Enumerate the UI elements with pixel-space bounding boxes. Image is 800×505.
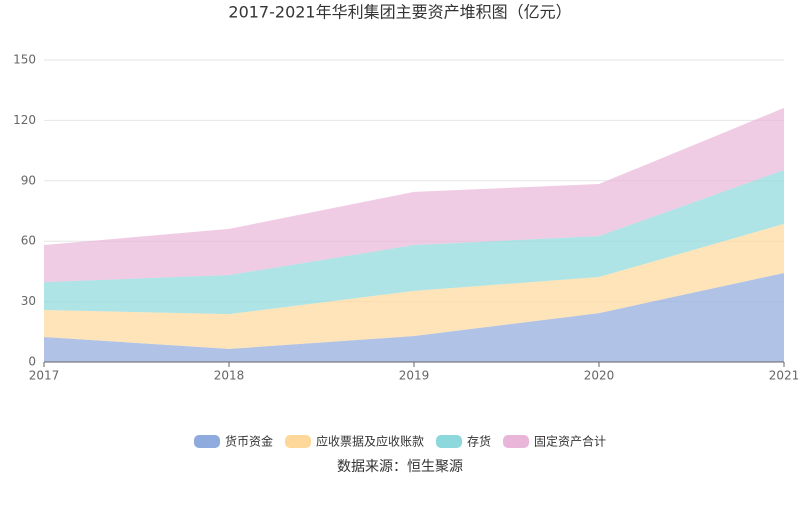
y-tick-label: 150 — [13, 53, 36, 67]
legend-swatch — [285, 435, 311, 448]
x-tick-label: 2017 — [29, 369, 60, 383]
x-tick-label: 2018 — [214, 369, 245, 383]
x-tick-label: 2021 — [769, 369, 800, 383]
legend-label: 存货 — [467, 434, 491, 449]
legend-label: 货币资金 — [225, 434, 273, 449]
area — [44, 273, 784, 362]
y-tick-label: 60 — [21, 234, 36, 248]
y-tick-label: 120 — [13, 113, 36, 127]
legend-swatch — [436, 435, 462, 448]
area — [44, 169, 784, 315]
area — [44, 107, 784, 283]
x-tick-label: 2020 — [584, 369, 615, 383]
y-tick-label: 0 — [28, 355, 36, 369]
chart-title: 2017-2021年华利集团主要资产堆积图（亿元） — [228, 3, 571, 22]
legend-swatch — [194, 435, 220, 448]
x-tick-label: 2019 — [399, 369, 430, 383]
y-tick-label: 30 — [21, 294, 36, 308]
y-tick-label: 90 — [21, 173, 36, 187]
source-note: 数据来源：恒生聚源 — [337, 459, 463, 475]
legend-label: 应收票据及应收账款 — [316, 434, 424, 449]
area — [44, 223, 784, 349]
legend-swatch — [503, 435, 529, 448]
legend-label: 固定资产合计 — [534, 434, 606, 449]
